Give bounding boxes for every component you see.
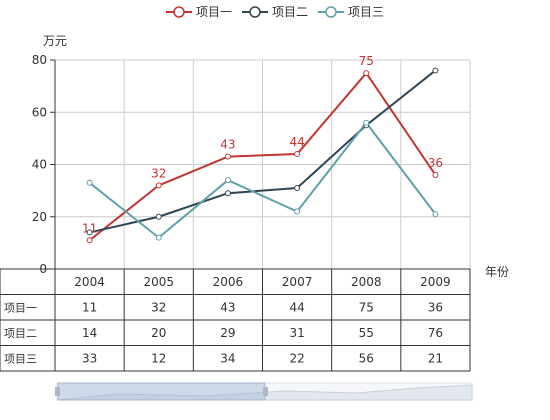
y-tick-label: 60	[32, 105, 47, 119]
data-label: 11	[82, 221, 97, 235]
legend-line-circle-icon	[318, 5, 344, 19]
data-point[interactable]	[86, 179, 93, 186]
table-cell-value: 33	[82, 351, 97, 365]
table-series-name: 项目三	[4, 352, 37, 365]
legend: 项目一 项目二 项目三	[0, 3, 550, 20]
data-label: 43	[220, 138, 235, 152]
data-label: 36	[428, 156, 443, 170]
table-cell-value: 22	[289, 351, 304, 365]
table-cell-value: 34	[220, 351, 235, 365]
legend-line-circle-icon	[165, 5, 192, 19]
table-cell-value: 11	[82, 300, 97, 314]
table-cell-value: 56	[359, 351, 374, 365]
zoom-slider-window[interactable]	[57, 382, 266, 401]
table-cell-value: 32	[151, 300, 166, 314]
data-label: 44	[289, 135, 304, 149]
table-cell-value: 14	[82, 326, 97, 340]
table-cell-value: 44	[289, 300, 304, 314]
x-axis-unit: 年份	[485, 265, 510, 279]
data-point[interactable]	[155, 213, 162, 220]
data-point[interactable]	[363, 70, 370, 77]
table-cell-value: 43	[220, 300, 235, 314]
table-series-name: 项目二	[4, 327, 37, 340]
table-category-label: 2004	[74, 275, 105, 289]
data-point[interactable]	[432, 67, 439, 74]
table-category-label: 2005	[143, 275, 174, 289]
legend-label: 项目二	[271, 5, 308, 19]
legend-item[interactable]: 项目二	[241, 3, 308, 20]
series-line	[88, 121, 437, 239]
table-category-label: 2007	[282, 275, 313, 289]
table-category-label: 2006	[213, 275, 244, 289]
y-tick-label: 80	[32, 53, 47, 67]
data-point[interactable]	[294, 185, 301, 192]
data-point[interactable]	[432, 211, 439, 218]
table-cell-value: 75	[359, 300, 374, 314]
data-point[interactable]	[86, 237, 93, 244]
data-point[interactable]	[155, 234, 162, 241]
legend-label: 项目一	[195, 5, 232, 19]
table-cell-value: 29	[220, 326, 235, 340]
zoom-slider-handle-right[interactable]	[263, 387, 268, 396]
data-point[interactable]	[86, 229, 93, 236]
data-point[interactable]	[224, 190, 231, 197]
series-line	[89, 69, 437, 234]
legend-item[interactable]: 项目三	[318, 3, 384, 20]
data-point[interactable]	[294, 151, 301, 158]
data-point[interactable]	[294, 208, 301, 215]
data-point[interactable]	[224, 153, 231, 160]
y-tick-label: 20	[32, 210, 47, 224]
series-line	[88, 72, 437, 242]
legend-label: 项目三	[348, 5, 385, 19]
data-label: 75	[359, 54, 374, 68]
zoom-slider-handle-left[interactable]	[55, 387, 60, 396]
data-point[interactable]	[363, 119, 370, 126]
table-category-label: 2009	[420, 275, 451, 289]
table-cell-value: 36	[428, 300, 443, 314]
table-cell-value: 21	[428, 351, 443, 365]
table-series-name: 项目一	[4, 301, 37, 314]
table-cell-value: 12	[151, 351, 166, 365]
table-cell-value: 20	[151, 326, 166, 340]
data-point[interactable]	[224, 177, 231, 184]
y-axis-unit: 万元	[43, 34, 68, 48]
data-point[interactable]	[155, 182, 162, 189]
table-cell-value: 55	[359, 326, 374, 340]
data-point[interactable]	[432, 171, 439, 178]
table-cell-value: 76	[428, 326, 443, 340]
legend-item[interactable]: 项目一	[165, 3, 232, 20]
legend-line-circle-icon	[241, 5, 268, 19]
table-cell-value: 31	[289, 326, 304, 340]
data-label: 32	[151, 166, 166, 180]
y-tick-label: 40	[32, 158, 47, 172]
table-category-label: 2008	[351, 275, 382, 289]
